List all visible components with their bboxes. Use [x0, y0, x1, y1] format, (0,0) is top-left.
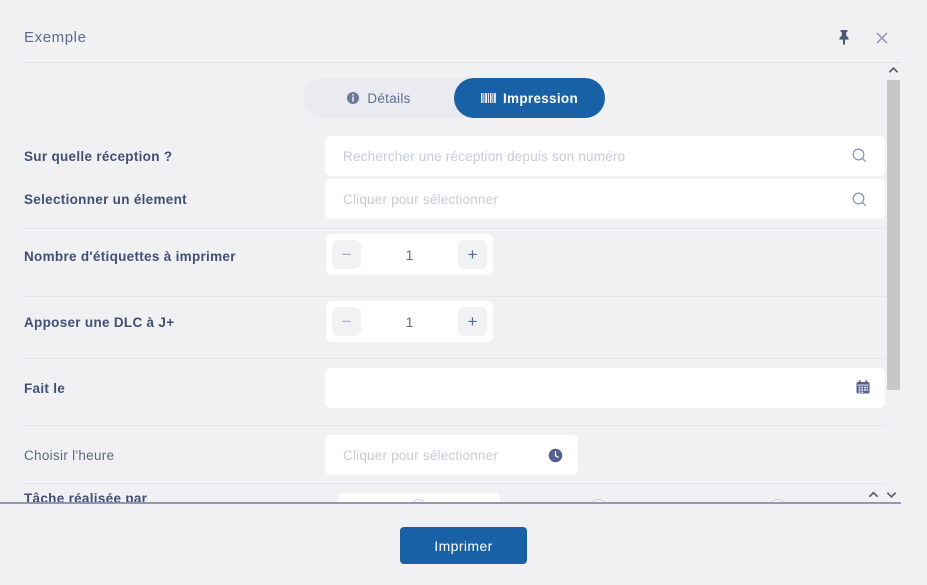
label-operator: Tâche réalisée par [24, 491, 148, 503]
dlc-value[interactable] [379, 313, 440, 330]
tab-impression-label: Impression [502, 90, 579, 106]
barcode-icon [480, 92, 496, 104]
tab-details-label: Détails [367, 90, 411, 106]
time-input[interactable] [325, 435, 578, 475]
tab-details[interactable]: Détails [303, 78, 454, 118]
print-button[interactable]: Imprimer [400, 527, 527, 564]
scroll-down-icon[interactable] [885, 488, 898, 501]
form-scroll-area: Détails [0, 63, 901, 503]
pin-icon[interactable] [836, 29, 852, 46]
info-icon [346, 91, 360, 105]
operator-input[interactable] [338, 493, 500, 503]
label-element: Selectionner un élement [24, 192, 187, 207]
row-divider [24, 358, 885, 359]
scroll-up-icon[interactable] [887, 64, 900, 77]
label-fait-le: Fait le [24, 381, 66, 396]
scroll-area-boundary [0, 502, 901, 504]
header-divider [24, 62, 901, 63]
scrollbar-thumb[interactable] [887, 80, 900, 390]
tab-group: Détails [303, 78, 605, 118]
element-select-input[interactable] [325, 179, 885, 219]
row-divider [24, 483, 885, 484]
date-input[interactable] [325, 368, 885, 408]
row-divider [24, 425, 885, 426]
row-divider [24, 228, 885, 229]
label-dlc: Apposer une DLC à J+ [24, 315, 175, 330]
dlc-stepper: − + [326, 301, 493, 342]
close-icon[interactable] [874, 30, 890, 46]
row-divider [24, 296, 885, 297]
increment-button[interactable]: + [458, 240, 487, 269]
label-reception: Sur quelle réception ? [24, 149, 173, 164]
decrement-button[interactable]: − [332, 307, 361, 336]
reception-search-input[interactable] [325, 136, 885, 176]
scroll-up-icon[interactable] [867, 488, 880, 501]
tab-impression[interactable]: Impression [454, 78, 605, 118]
labels-count-value[interactable] [379, 246, 440, 263]
label-heure: Choisir l'heure [24, 448, 115, 463]
labels-count-stepper: − + [326, 234, 493, 275]
decrement-button[interactable]: − [332, 240, 361, 269]
page-title: Exemple [24, 29, 87, 46]
increment-button[interactable]: + [458, 307, 487, 336]
label-etiquettes: Nombre d'étiquettes à imprimer [24, 249, 236, 264]
